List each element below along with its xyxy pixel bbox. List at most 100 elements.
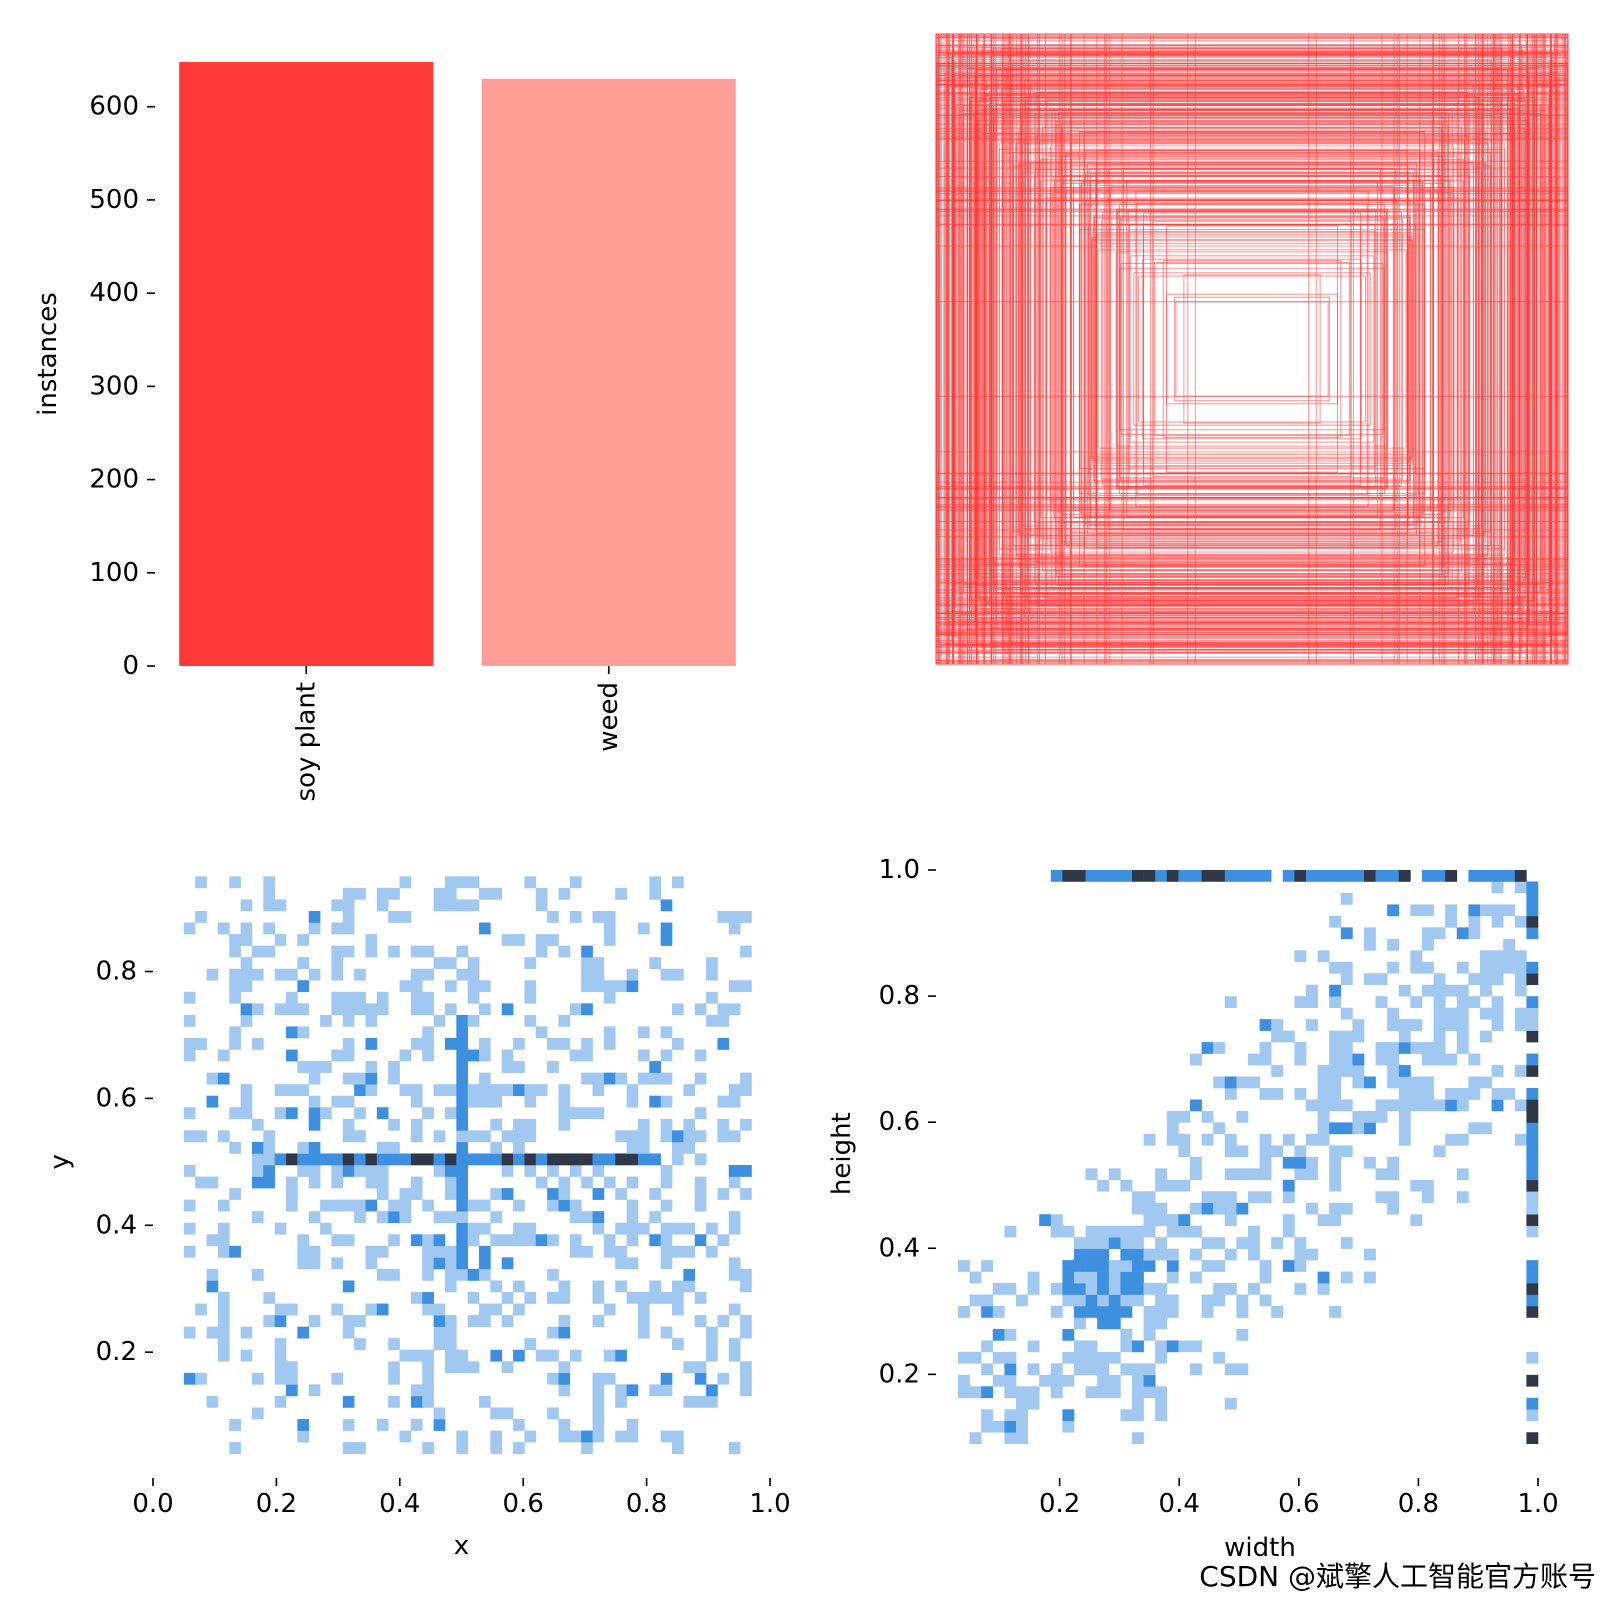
heatmap-cell	[1422, 870, 1434, 882]
heatmap-cell	[1039, 1374, 1052, 1387]
heatmap-cell	[331, 1303, 344, 1316]
heatmap-cell	[592, 910, 605, 923]
heatmap-cell	[240, 1095, 253, 1108]
heatmap-cell	[456, 1049, 468, 1062]
heatmap-cell	[1155, 1248, 1168, 1261]
box-outline	[981, 132, 1523, 566]
heatmap-cell	[1514, 881, 1527, 894]
heatmap-cell	[490, 1234, 503, 1247]
heatmap-cell	[467, 1222, 480, 1235]
heatmap-cell	[365, 1176, 378, 1189]
heatmap-cell	[467, 1084, 480, 1097]
box-outline	[1183, 274, 1321, 424]
heatmap-cell	[728, 1003, 741, 1016]
heatmap-cell	[422, 1395, 434, 1408]
heatmap-cell	[1166, 1225, 1179, 1238]
heatmap-cell	[626, 1419, 639, 1431]
heatmap-cell	[410, 980, 423, 993]
heatmap-cell	[524, 1338, 537, 1351]
box-outline	[1118, 203, 1386, 495]
heatmap-cell	[1074, 1317, 1086, 1330]
heatmap-cell	[672, 1153, 684, 1166]
heatmap-cell	[456, 1072, 468, 1085]
heatmap-cell	[274, 1084, 287, 1097]
heatmap-cell	[626, 1384, 639, 1397]
heatmap-cell	[1445, 1099, 1458, 1112]
heatmap-cell	[1491, 973, 1504, 986]
heatmap-cell	[1108, 1317, 1121, 1330]
heatmap-cell	[422, 1107, 434, 1120]
heatmap-cell	[422, 945, 434, 958]
heatmap-cell	[331, 1095, 344, 1108]
heatmap-cell	[1491, 1007, 1504, 1020]
heatmap-cell	[1201, 1260, 1214, 1272]
heatmap-cell	[694, 1292, 707, 1304]
heatmap-cell	[1132, 1374, 1144, 1387]
heatmap-cell	[1271, 1030, 1284, 1043]
heatmap-cell	[1248, 1248, 1260, 1261]
heatmap-cell	[547, 1268, 559, 1281]
heatmap-cell	[1387, 904, 1400, 917]
heatmap-cell	[286, 1384, 298, 1397]
heatmap-cell	[1306, 1099, 1318, 1112]
heatmap-cell	[740, 1188, 752, 1200]
heatmap-cell	[320, 1222, 332, 1235]
heatmap-cell	[672, 1130, 684, 1143]
heatmap-cell	[183, 1326, 196, 1339]
heatmap-cell	[1387, 1065, 1400, 1077]
heatmap-cell	[660, 1245, 673, 1258]
box-outline	[1042, 126, 1462, 572]
heatmap-cell	[274, 1315, 287, 1327]
y-tick-label: 0.4	[96, 1210, 137, 1240]
heatmap-cell	[694, 1372, 707, 1385]
heatmap-cell	[1445, 984, 1458, 997]
heatmap-cell	[1468, 996, 1481, 1008]
heatmap-cell	[501, 1234, 514, 1247]
heatmap-cell	[286, 1084, 298, 1097]
heatmap-cell	[217, 1292, 230, 1304]
box-outline	[1015, 141, 1489, 557]
box-outline	[1092, 236, 1412, 462]
heatmap-cell	[297, 1430, 310, 1443]
heatmap-cell	[626, 1199, 639, 1212]
heatmap-cell	[183, 991, 196, 1004]
heatmap-cell	[1468, 904, 1481, 917]
box-outline	[1162, 259, 1342, 439]
box-outline	[948, 53, 1556, 645]
heatmap-cell	[1120, 1340, 1133, 1353]
box-outline	[966, 68, 1538, 630]
heatmap-cell	[1120, 1283, 1133, 1295]
heatmap-cell	[342, 945, 355, 958]
heatmap-cell	[626, 1234, 639, 1247]
heatmap-cell	[263, 887, 275, 900]
x-tick-label: 0.8	[1398, 1489, 1439, 1519]
heatmap-cell	[992, 1306, 1005, 1318]
heatmap-cell	[1062, 1420, 1075, 1433]
heatmap-cell	[433, 1130, 446, 1143]
heatmap-cell	[410, 1095, 423, 1108]
heatmap-cell	[501, 934, 514, 946]
heatmap-cell	[422, 1049, 434, 1062]
heatmap-cell	[694, 1107, 707, 1120]
heatmap-cell	[251, 1176, 264, 1189]
heatmap-cell	[637, 1026, 650, 1039]
heatmap-cell	[1514, 973, 1527, 986]
heatmap-cell	[1085, 1248, 1098, 1261]
heatmap-cell	[626, 1095, 639, 1108]
x-tick-label: 0.8	[626, 1489, 667, 1519]
heatmap-cell	[558, 1153, 571, 1166]
heatmap-cell	[1480, 1030, 1492, 1043]
heatmap-cell	[501, 1315, 514, 1327]
heatmap-cell	[410, 1419, 423, 1431]
heatmap-cell	[1526, 1110, 1539, 1123]
heatmap-cell	[342, 922, 355, 935]
heatmap-cell	[433, 1315, 446, 1327]
heatmap-cell	[1514, 915, 1527, 928]
heatmap-cell	[637, 1315, 650, 1327]
heatmap-cell	[1166, 1306, 1179, 1318]
y-tick-label: 400	[89, 278, 139, 308]
heatmap-cell	[1375, 1053, 1388, 1066]
heatmap-cell	[1201, 1110, 1214, 1123]
y-tick-label: 0.4	[879, 1233, 920, 1263]
heatmap-cell	[490, 887, 503, 900]
